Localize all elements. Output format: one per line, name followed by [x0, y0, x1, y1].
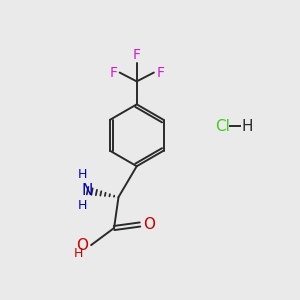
Text: F: F: [133, 48, 141, 62]
Text: O: O: [76, 238, 88, 253]
Text: F: F: [109, 66, 117, 80]
Text: H: H: [78, 168, 87, 181]
Text: Cl: Cl: [215, 119, 230, 134]
Text: H: H: [78, 199, 87, 212]
Text: O: O: [143, 217, 155, 232]
Text: H: H: [74, 247, 83, 260]
Text: N: N: [81, 182, 92, 197]
Text: H: H: [242, 119, 254, 134]
Text: F: F: [156, 66, 164, 80]
